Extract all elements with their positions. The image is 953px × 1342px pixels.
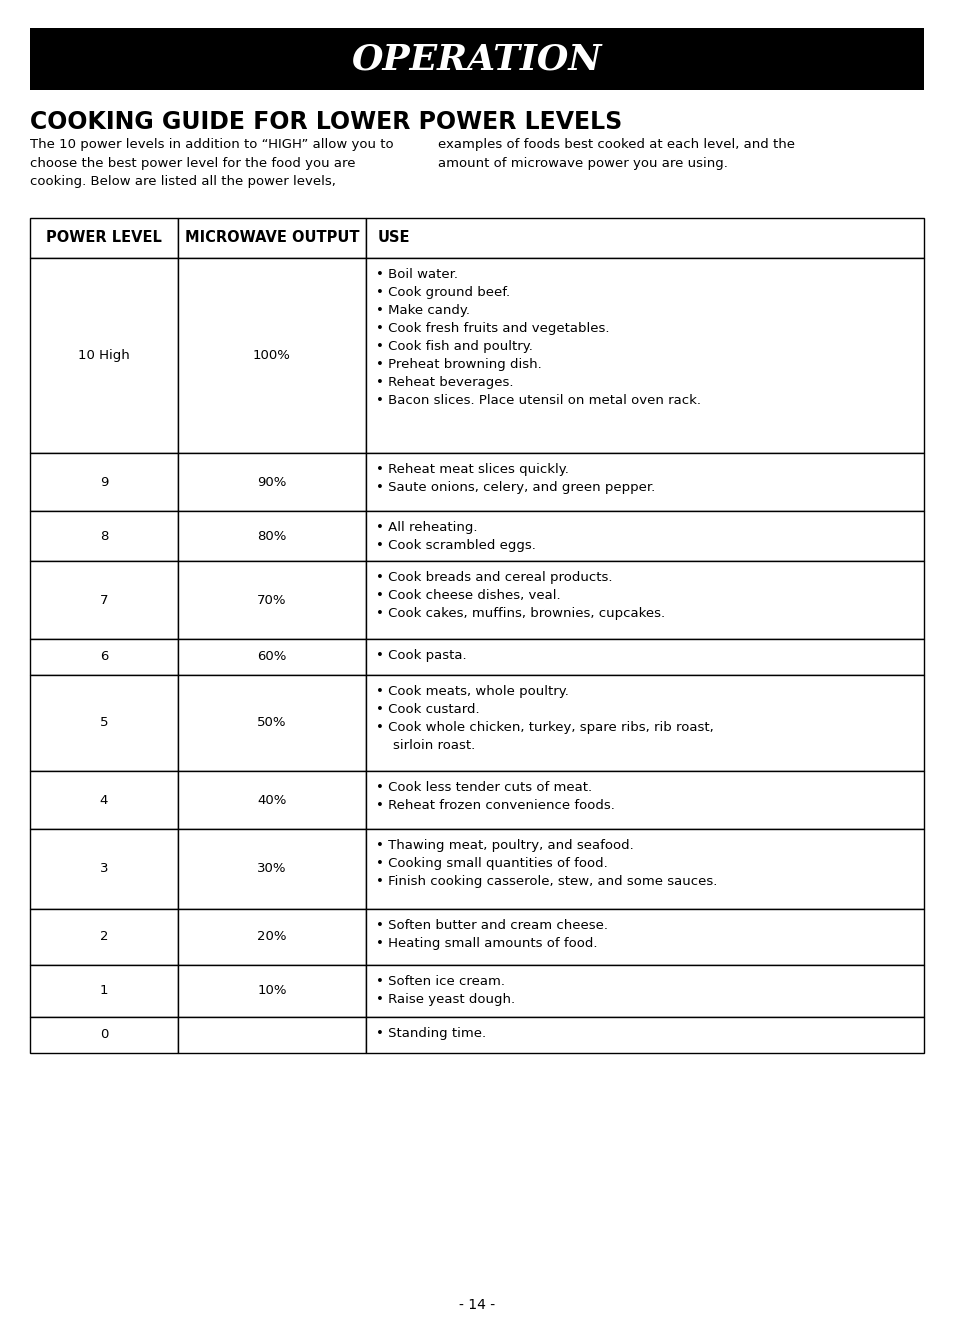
Text: USE: USE bbox=[377, 231, 410, 246]
Bar bbox=[30, 675, 178, 772]
Text: 9: 9 bbox=[100, 475, 108, 488]
Text: 30%: 30% bbox=[257, 863, 287, 875]
Text: 4: 4 bbox=[100, 793, 108, 807]
Text: 1: 1 bbox=[100, 985, 108, 997]
Text: 10 High: 10 High bbox=[78, 349, 130, 362]
Bar bbox=[178, 217, 366, 258]
Bar bbox=[178, 772, 366, 829]
Text: 10%: 10% bbox=[257, 985, 287, 997]
Text: 60%: 60% bbox=[257, 651, 287, 663]
Text: 5: 5 bbox=[100, 717, 108, 730]
Bar bbox=[178, 829, 366, 909]
Text: MICROWAVE OUTPUT: MICROWAVE OUTPUT bbox=[185, 231, 359, 246]
Bar bbox=[366, 511, 923, 561]
Bar bbox=[366, 675, 923, 772]
Bar bbox=[30, 772, 178, 829]
Bar bbox=[30, 217, 178, 258]
Text: • Boil water.
• Cook ground beef.
• Make candy.
• Cook fresh fruits and vegetabl: • Boil water. • Cook ground beef. • Make… bbox=[375, 268, 700, 407]
Bar bbox=[178, 454, 366, 511]
Bar bbox=[178, 965, 366, 1017]
Bar bbox=[30, 28, 923, 90]
Text: • Soften ice cream.
• Raise yeast dough.: • Soften ice cream. • Raise yeast dough. bbox=[375, 976, 515, 1006]
Bar bbox=[30, 258, 178, 454]
Text: 90%: 90% bbox=[257, 475, 287, 488]
Bar bbox=[30, 511, 178, 561]
Bar bbox=[366, 1017, 923, 1053]
Bar bbox=[178, 511, 366, 561]
Bar bbox=[178, 561, 366, 639]
Text: - 14 -: - 14 - bbox=[458, 1298, 495, 1312]
Text: 6: 6 bbox=[100, 651, 108, 663]
Bar bbox=[30, 909, 178, 965]
Bar bbox=[178, 639, 366, 675]
Text: • Cook less tender cuts of meat.
• Reheat frozen convenience foods.: • Cook less tender cuts of meat. • Rehea… bbox=[375, 781, 615, 812]
Text: 8: 8 bbox=[100, 530, 108, 542]
Text: 20%: 20% bbox=[257, 930, 287, 943]
Bar bbox=[30, 639, 178, 675]
Text: • All reheating.
• Cook scrambled eggs.: • All reheating. • Cook scrambled eggs. bbox=[375, 521, 536, 552]
Text: COOKING GUIDE FOR LOWER POWER LEVELS: COOKING GUIDE FOR LOWER POWER LEVELS bbox=[30, 110, 621, 134]
Bar bbox=[366, 829, 923, 909]
Text: • Thawing meat, poultry, and seafood.
• Cooking small quantities of food.
• Fini: • Thawing meat, poultry, and seafood. • … bbox=[375, 839, 717, 888]
Text: 70%: 70% bbox=[257, 593, 287, 607]
Bar bbox=[366, 454, 923, 511]
Bar bbox=[30, 1017, 178, 1053]
Text: 80%: 80% bbox=[257, 530, 287, 542]
Bar bbox=[178, 909, 366, 965]
Bar bbox=[30, 561, 178, 639]
Text: 100%: 100% bbox=[253, 349, 291, 362]
Bar bbox=[366, 772, 923, 829]
Text: POWER LEVEL: POWER LEVEL bbox=[46, 231, 162, 246]
Bar bbox=[366, 639, 923, 675]
Text: • Cook breads and cereal products.
• Cook cheese dishes, veal.
• Cook cakes, muf: • Cook breads and cereal products. • Coo… bbox=[375, 570, 664, 620]
Bar bbox=[30, 965, 178, 1017]
Text: 50%: 50% bbox=[257, 717, 287, 730]
Text: The 10 power levels in addition to “HIGH” allow you to
choose the best power lev: The 10 power levels in addition to “HIGH… bbox=[30, 138, 394, 188]
Bar bbox=[366, 258, 923, 454]
Text: examples of foods best cooked at each level, and the
amount of microwave power y: examples of foods best cooked at each le… bbox=[437, 138, 794, 169]
Bar bbox=[178, 258, 366, 454]
Text: 40%: 40% bbox=[257, 793, 287, 807]
Bar bbox=[178, 1017, 366, 1053]
Text: OPERATION: OPERATION bbox=[352, 42, 601, 76]
Text: • Reheat meat slices quickly.
• Saute onions, celery, and green pepper.: • Reheat meat slices quickly. • Saute on… bbox=[375, 463, 655, 494]
Text: 2: 2 bbox=[100, 930, 108, 943]
Text: 7: 7 bbox=[100, 593, 108, 607]
Bar bbox=[178, 675, 366, 772]
Bar bbox=[366, 965, 923, 1017]
Bar bbox=[30, 454, 178, 511]
Text: 0: 0 bbox=[100, 1028, 108, 1041]
Bar bbox=[30, 829, 178, 909]
Text: • Standing time.: • Standing time. bbox=[375, 1027, 486, 1040]
Text: • Cook meats, whole poultry.
• Cook custard.
• Cook whole chicken, turkey, spare: • Cook meats, whole poultry. • Cook cust… bbox=[375, 684, 713, 752]
Bar bbox=[366, 561, 923, 639]
Bar bbox=[366, 909, 923, 965]
Text: • Soften butter and cream cheese.
• Heating small amounts of food.: • Soften butter and cream cheese. • Heat… bbox=[375, 919, 607, 950]
Text: • Cook pasta.: • Cook pasta. bbox=[375, 650, 466, 662]
Bar bbox=[366, 217, 923, 258]
Text: 3: 3 bbox=[100, 863, 108, 875]
